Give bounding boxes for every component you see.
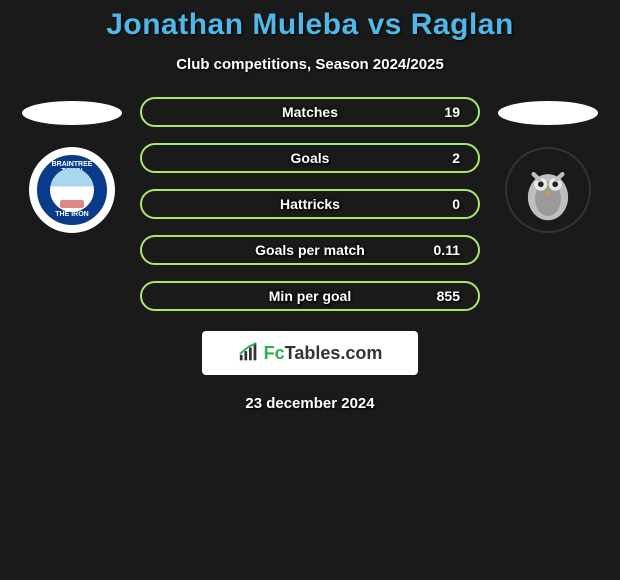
left-player-column: BRAINTREE TOWN THE IRON (22, 97, 122, 233)
stat-right-value: 0.11 (434, 242, 460, 258)
crest-text-bottom: THE IRON (45, 211, 99, 218)
stat-label: Hattricks (280, 196, 340, 212)
stat-row: Goals 2 (140, 143, 480, 173)
crest-center-scene (50, 168, 94, 212)
owl-icon (512, 154, 584, 226)
left-player-photo-placeholder (22, 101, 122, 125)
stat-row: Hattricks 0 (140, 189, 480, 219)
bar-chart-icon (238, 342, 260, 364)
footer-date: 23 december 2024 (245, 395, 374, 412)
branding-text: FcTables.com (264, 343, 383, 364)
stat-row: Min per goal 855 (140, 281, 480, 311)
right-club-crest (505, 147, 591, 233)
stat-right-value: 19 (444, 104, 460, 120)
stats-list: Matches 19 Goals 2 Hattricks 0 Goals per… (140, 97, 480, 311)
stat-right-value: 2 (452, 150, 460, 166)
page-title: Jonathan Muleba vs Raglan (106, 8, 514, 42)
right-player-photo-placeholder (498, 101, 598, 125)
page-subtitle: Club competitions, Season 2024/2025 (176, 56, 444, 73)
stat-label: Goals per match (255, 242, 365, 258)
stat-right-value: 0 (452, 196, 460, 212)
comparison-body: BRAINTREE TOWN THE IRON Matches 19 Goals… (0, 97, 620, 311)
stat-right-value: 855 (437, 288, 460, 304)
right-player-column (498, 97, 598, 233)
crest-ring: BRAINTREE TOWN THE IRON (37, 155, 107, 225)
comparison-card: Jonathan Muleba vs Raglan Club competiti… (0, 0, 620, 412)
stat-row: Matches 19 (140, 97, 480, 127)
left-club-crest: BRAINTREE TOWN THE IRON (29, 147, 115, 233)
branding-prefix: Fc (264, 343, 285, 363)
stat-label: Matches (282, 104, 338, 120)
branding-suffix: Tables.com (285, 343, 383, 363)
stat-label: Min per goal (269, 288, 351, 304)
stat-row: Goals per match 0.11 (140, 235, 480, 265)
branding-box[interactable]: FcTables.com (202, 331, 418, 375)
stat-label: Goals (291, 150, 330, 166)
